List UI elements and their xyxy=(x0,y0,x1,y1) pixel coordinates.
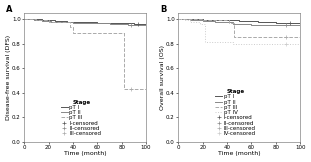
pT III xyxy=(268,36,272,38)
Line: pT I: pT I xyxy=(24,19,146,24)
pT I xyxy=(292,23,296,24)
pT III xyxy=(233,36,236,38)
pT III xyxy=(122,32,126,34)
pT I xyxy=(201,19,205,21)
pT I xyxy=(83,21,87,23)
Y-axis label: Overall survival (OS): Overall survival (OS) xyxy=(160,45,165,110)
pT IV xyxy=(203,41,207,43)
pT III xyxy=(28,18,32,20)
pT I xyxy=(274,22,278,24)
pT III xyxy=(233,22,236,24)
pT IV xyxy=(198,23,202,25)
pT IV xyxy=(228,41,231,43)
pT II xyxy=(144,24,148,26)
pT IV xyxy=(274,43,278,45)
pT I xyxy=(22,18,26,20)
pT I xyxy=(219,19,223,21)
pT I xyxy=(41,19,44,21)
pT III xyxy=(144,88,148,90)
pT I xyxy=(53,20,57,22)
Line: pT I: pT I xyxy=(178,19,300,23)
Legend: pT I, pT II, pT III, pT IV, I-censored, II-censored, III-censored, IV-censored: pT I, pT II, pT III, pT IV, I-censored, … xyxy=(215,89,256,136)
pT IV xyxy=(183,19,186,21)
pT III xyxy=(249,36,253,38)
pT I xyxy=(176,18,180,20)
pT III xyxy=(35,19,38,21)
Line: pT III: pT III xyxy=(24,19,146,89)
pT III xyxy=(298,36,302,38)
pT II xyxy=(231,23,235,25)
pT I xyxy=(65,21,69,23)
Y-axis label: Disease-free survival (DFS): Disease-free survival (DFS) xyxy=(6,35,11,120)
pT I xyxy=(95,22,99,24)
pT I xyxy=(188,18,192,20)
pT II xyxy=(286,24,290,26)
pT II xyxy=(49,21,53,23)
pT III xyxy=(286,36,290,38)
pT III xyxy=(201,19,205,21)
pT II xyxy=(298,24,302,26)
pT II xyxy=(41,20,44,22)
pT III xyxy=(69,26,72,28)
pT II xyxy=(126,24,130,26)
pT IV xyxy=(298,43,302,45)
pT I xyxy=(237,20,241,22)
Line: pT II: pT II xyxy=(24,19,146,25)
pT I xyxy=(114,23,118,24)
pT III xyxy=(183,18,186,20)
pT III xyxy=(176,18,180,20)
pT III xyxy=(22,18,26,20)
pT II xyxy=(59,21,63,23)
pT II xyxy=(89,23,93,24)
pT II xyxy=(176,18,180,20)
Text: A: A xyxy=(6,5,12,14)
Legend: pT I, pT II, pT III, I-censored, II-censored, III-censored: pT I, pT II, pT III, I-censored, II-cens… xyxy=(61,100,101,136)
pT I xyxy=(256,21,259,23)
pT II xyxy=(22,18,26,20)
pT II xyxy=(188,19,192,21)
pT I xyxy=(132,23,136,25)
pT II xyxy=(231,21,235,23)
pT III xyxy=(120,32,123,34)
pT I xyxy=(298,23,302,24)
pT III xyxy=(188,18,192,20)
pT IV xyxy=(188,21,192,23)
pT III xyxy=(47,21,50,23)
pT II xyxy=(108,23,111,25)
X-axis label: Time (month): Time (month) xyxy=(64,151,106,156)
pT IV xyxy=(231,41,235,43)
pT I xyxy=(144,23,148,25)
pT III xyxy=(71,32,75,34)
pT II xyxy=(32,19,36,21)
Text: B: B xyxy=(160,5,166,14)
pT IV xyxy=(286,43,290,45)
Line: pT IV: pT IV xyxy=(178,19,300,44)
X-axis label: Time (month): Time (month) xyxy=(218,151,261,156)
pT III xyxy=(228,22,231,24)
pT II xyxy=(183,18,186,20)
pT II xyxy=(228,21,231,23)
pT II xyxy=(213,21,217,23)
pT II xyxy=(249,24,253,26)
pT IV xyxy=(176,18,180,20)
Line: pT III: pT III xyxy=(178,19,300,37)
pT III xyxy=(122,88,126,90)
Line: pT II: pT II xyxy=(178,19,300,25)
pT IV xyxy=(231,43,235,45)
pT II xyxy=(71,22,75,24)
pT II xyxy=(201,20,205,22)
pT II xyxy=(268,24,272,26)
pT III xyxy=(69,26,72,28)
pT IV xyxy=(203,24,207,26)
